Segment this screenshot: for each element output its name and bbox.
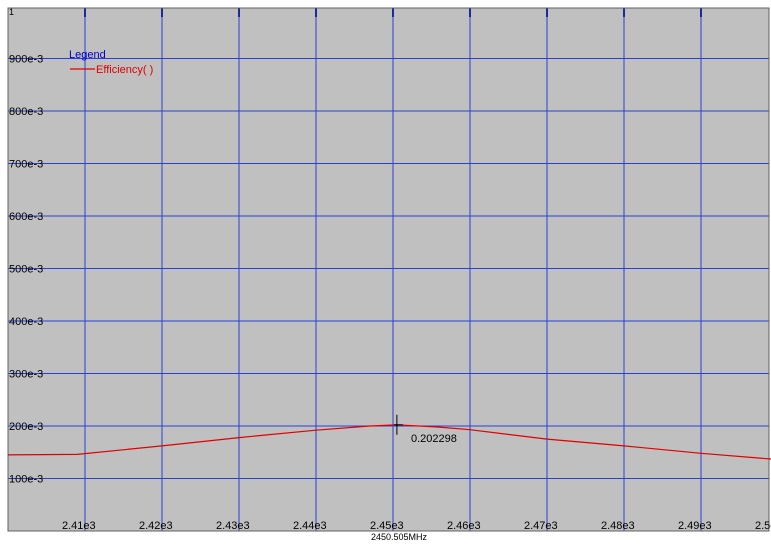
x-tick-label: 2.49e3: [678, 520, 712, 532]
y-tick-label: 600e-3: [9, 211, 43, 223]
x-tick-label: 2.44e3: [293, 520, 327, 532]
x-tick-label: 2.46e3: [447, 520, 481, 532]
x-tick-label: 2.48e3: [601, 520, 635, 532]
x-tick-label: 2.45e3: [370, 520, 404, 532]
corner-label: 1: [9, 7, 14, 17]
x-tick-label: 2.41e3: [62, 520, 96, 532]
x-tick-label: 2.42e3: [139, 520, 173, 532]
plot-frame: [7, 7, 770, 532]
y-tick-label: 700e-3: [9, 159, 43, 171]
y-tick-label: 300e-3: [9, 369, 43, 381]
legend-entry: Efficiency( ): [96, 64, 153, 76]
marker-x-readout: 2450.505MHz: [371, 532, 428, 541]
plot-area: [8, 8, 769, 531]
x-tick-label: 2.43e3: [216, 520, 250, 532]
y-tick-label: 800e-3: [9, 106, 43, 118]
marker-value-label: 0.202298: [411, 433, 457, 445]
y-tick-label: 500e-3: [9, 264, 43, 276]
y-tick-label: 100e-3: [9, 474, 43, 486]
y-tick-label: 200e-3: [9, 421, 43, 433]
y-tick-label: 400e-3: [9, 316, 43, 328]
x-tick-label: 2.47e3: [524, 520, 558, 532]
y-tick-label: 900e-3: [9, 54, 43, 66]
legend-title: Legend: [69, 49, 106, 61]
x-tick-label: 2.5e: [755, 520, 771, 532]
